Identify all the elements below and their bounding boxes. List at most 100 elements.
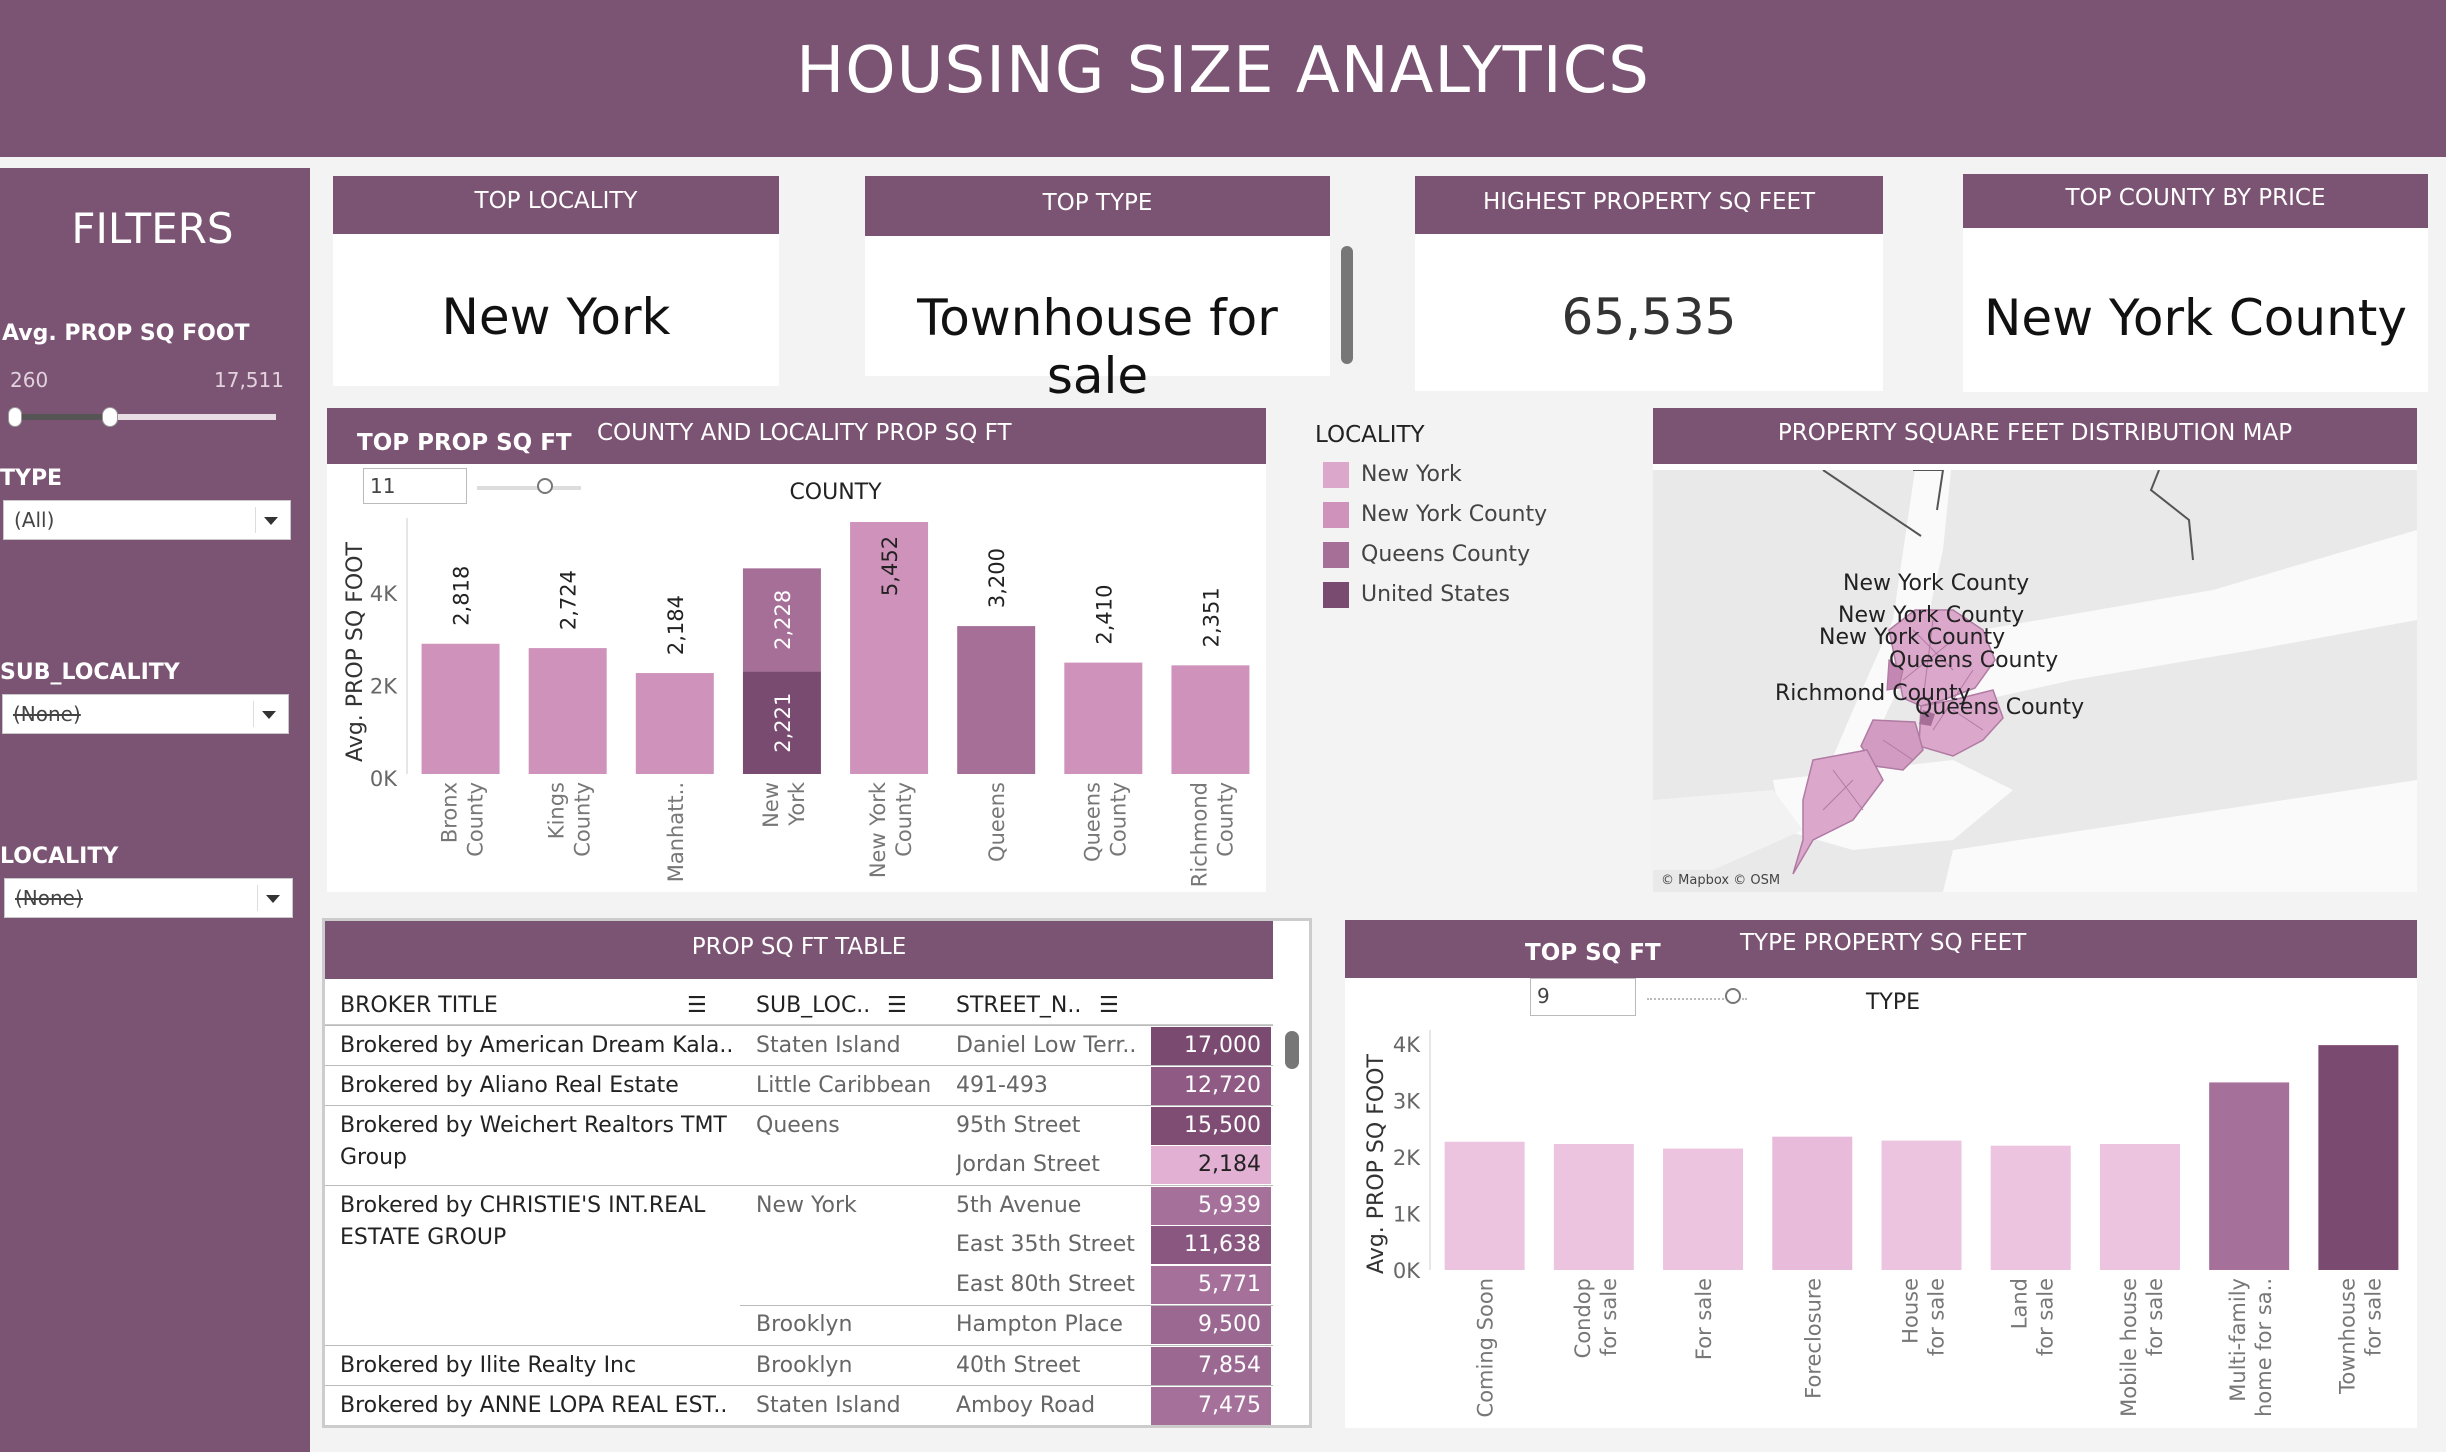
- subloc-filter-value: (None): [13, 702, 81, 726]
- table-row[interactable]: Brokered by Weichert Realtors TMT Queens 9…: [325, 1105, 1273, 1170]
- cell-street: 95th Street: [956, 1113, 1081, 1138]
- cell-street: 491-493: [956, 1073, 1048, 1098]
- distribution-map[interactable]: New York County New York County New York…: [1653, 470, 2417, 892]
- legend-item[interactable]: United States: [1323, 582, 1623, 612]
- legend-swatch: [1323, 462, 1349, 488]
- bar-value-label: 2,818: [450, 566, 474, 626]
- chart-bar-segment[interactable]: [1064, 662, 1143, 774]
- x-tick-label: Queens County: [1080, 782, 1130, 862]
- x-tick-label: Foreclosure: [1801, 1278, 1825, 1399]
- svg-text:Bronx: Bronx: [438, 782, 462, 843]
- chart-bar-segment[interactable]: [421, 643, 500, 774]
- svg-text:for sale: for sale: [1597, 1278, 1621, 1356]
- chart-bar[interactable]: [1663, 1148, 1744, 1270]
- chart-bar-segment[interactable]: [742, 568, 821, 672]
- chart-bar-segment[interactable]: [1171, 665, 1250, 774]
- table-row[interactable]: Brokered by American Dream Kala.. Staten …: [325, 1025, 1273, 1065]
- top-n-input[interactable]: 11: [363, 468, 467, 504]
- table-row[interactable]: Brokered by Aliano Real Estate Little Car…: [325, 1065, 1273, 1105]
- table-row[interactable]: Brokered by CHRISTIE'S INT.REAL New York 5…: [325, 1185, 1273, 1250]
- table-row[interactable]: East 80th Street 5,771: [325, 1265, 1273, 1305]
- svg-text:Richmond: Richmond: [1187, 782, 1211, 887]
- type-tab-top-sqft[interactable]: TOP SQ FT: [1525, 940, 1661, 966]
- chart-bar[interactable]: [1444, 1141, 1525, 1270]
- chart-bar-segment[interactable]: [528, 648, 607, 774]
- legend-title: LOCALITY: [1315, 422, 1425, 448]
- chart-bar-segment[interactable]: [850, 522, 929, 774]
- range-handle-max[interactable]: [102, 407, 118, 427]
- kpi-title: TOP LOCALITY: [333, 176, 779, 234]
- scrollbar-thumb[interactable]: [1341, 246, 1353, 364]
- county-tab-top-sqft[interactable]: TOP PROP SQ FT: [357, 430, 572, 456]
- chart-bar[interactable]: [1553, 1144, 1634, 1270]
- table-row[interactable]: Brokered by Ilite Realty Inc Brooklyn 40th…: [325, 1345, 1273, 1385]
- legend-item[interactable]: New York: [1323, 462, 1623, 492]
- x-tick-label: Multi-family home for sa..: [2226, 1278, 2276, 1417]
- table-row[interactable]: Jordan Street 2,184: [325, 1145, 1273, 1185]
- chart-bar[interactable]: [2318, 1045, 2399, 1270]
- cell-broker: Brokered by American Dream Kala..: [340, 1033, 734, 1058]
- slider-handle[interactable]: [537, 478, 553, 494]
- chart-bar[interactable]: [2209, 1082, 2290, 1270]
- top-n-value: 11: [370, 474, 396, 498]
- col-header-street[interactable]: STREET_N..: [956, 993, 1082, 1018]
- chart-bar[interactable]: [2099, 1144, 2180, 1270]
- type-chart-panel: TOP SQ FT TYPE PROPERTY SQ FEET 9 TYPE Av…: [1345, 920, 2417, 1428]
- kpi-card-highest-sqft: HIGHEST PROPERTY SQ FEET 65,535: [1415, 176, 1883, 391]
- bar-value-label: 2,228: [771, 590, 795, 650]
- avg-range-slider[interactable]: [8, 407, 276, 427]
- sort-icon[interactable]: ☰: [687, 993, 707, 1018]
- locality-filter-label: LOCALITY: [0, 844, 119, 869]
- y-tick-label: 0K: [1393, 1259, 1421, 1283]
- top-n-input[interactable]: 9: [1530, 978, 1636, 1016]
- chart-bar-segment[interactable]: [635, 673, 714, 774]
- range-handle-min[interactable]: [8, 407, 22, 427]
- chart-bar[interactable]: [1881, 1140, 1962, 1270]
- svg-text:Condop: Condop: [1571, 1278, 1595, 1358]
- svg-text:York: York: [785, 781, 809, 827]
- slider-handle[interactable]: [1725, 988, 1741, 1004]
- y-tick-label: 4K: [370, 582, 398, 606]
- cell-street: 40th Street: [956, 1353, 1081, 1378]
- filters-title: FILTERS: [71, 204, 234, 253]
- table-row[interactable]: East 35th Street 11,638: [325, 1225, 1273, 1265]
- top-n-slider[interactable]: [477, 478, 581, 494]
- top-n-slider[interactable]: [1647, 988, 1747, 1004]
- type-filter-value: (All): [14, 508, 55, 532]
- svg-text:County: County: [571, 782, 595, 857]
- cell-broker: Brokered by Aliano Real Estate: [340, 1073, 679, 1098]
- county-chart-panel: TOP PROP SQ FT COUNTY AND LOCALITY PROP …: [327, 408, 1266, 892]
- avg-min-value: 260: [10, 368, 49, 392]
- map-label: Queens County: [1889, 648, 2058, 673]
- table-row[interactable]: Brokered by ANNE LOPA REAL EST.. Staten I…: [325, 1385, 1273, 1425]
- table-scrollbar-thumb[interactable]: [1285, 1031, 1299, 1069]
- col-header-broker[interactable]: BROKER TITLE: [340, 993, 498, 1018]
- locality-filter-value: (None): [15, 886, 83, 910]
- cell-value: 11,638: [1151, 1226, 1271, 1264]
- cell-value: 9,500: [1151, 1306, 1271, 1344]
- type-panel-header: [1345, 920, 2417, 978]
- chart-bar[interactable]: [1990, 1145, 2071, 1270]
- chart-bar-segment[interactable]: [957, 626, 1036, 774]
- table-row[interactable]: Brooklyn Hampton Place 9,500: [325, 1305, 1273, 1345]
- type-filter-dropdown[interactable]: (All): [3, 500, 291, 540]
- sort-icon[interactable]: ☰: [887, 993, 907, 1018]
- locality-filter-dropdown[interactable]: (None): [4, 878, 293, 918]
- sort-icon[interactable]: ☰: [1099, 993, 1119, 1018]
- chevron-down-icon: [255, 507, 284, 533]
- subloc-filter-dropdown[interactable]: (None): [2, 694, 289, 734]
- col-header-subloc[interactable]: SUB_LOC..: [756, 993, 871, 1018]
- locality-legend: LOCALITY New York New York County Queens…: [1315, 418, 1635, 618]
- y-tick-label: 3K: [1393, 1090, 1421, 1114]
- x-tick-label: House for sale: [1899, 1278, 1949, 1356]
- cell-value: 12,720: [1151, 1067, 1271, 1105]
- chevron-down-icon: [257, 885, 286, 911]
- legend-item[interactable]: New York County: [1323, 502, 1623, 532]
- chart-bar-segment[interactable]: [742, 671, 821, 774]
- chart-bar[interactable]: [1772, 1136, 1853, 1270]
- legend-item[interactable]: Queens County: [1323, 542, 1623, 572]
- y-tick-label: 2K: [370, 675, 398, 699]
- x-tick-label: Queens: [985, 782, 1009, 862]
- cell-street: East 35th Street: [956, 1232, 1135, 1257]
